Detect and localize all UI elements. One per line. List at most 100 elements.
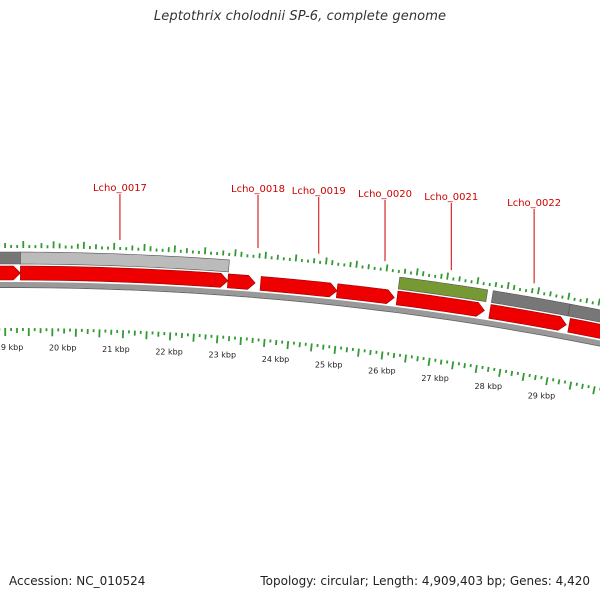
gene-label: Lcho_0018 <box>231 184 285 195</box>
gc-tick <box>521 372 525 382</box>
gc-tick <box>540 375 543 380</box>
cds-arrow <box>335 283 395 304</box>
kbp-tick-label: 22 kbp <box>155 347 183 356</box>
gc-tick <box>486 366 490 373</box>
gc-tick <box>581 383 584 390</box>
gc-tick <box>567 292 571 300</box>
gc-tick <box>494 281 498 288</box>
gc-tick <box>516 371 520 376</box>
gc-tick <box>563 380 567 384</box>
accession-label: Accession: NC_010524 <box>9 574 146 588</box>
cds-arrow <box>567 318 600 339</box>
gc-tick <box>385 264 389 272</box>
gc-tick <box>439 359 443 365</box>
gc-tick <box>416 356 419 362</box>
kbp-tick-label: 27 kbp <box>421 374 449 383</box>
kbp-tick-label: 19 kbp <box>0 343 23 352</box>
gc-tick <box>518 287 522 292</box>
kbp-tick-label: 21 kbp <box>102 345 130 354</box>
cds-arrow <box>20 265 229 288</box>
gc-tick <box>530 288 534 294</box>
gc-tick <box>239 336 242 346</box>
feature-track-cds <box>0 265 600 339</box>
gc-tick <box>349 262 352 268</box>
gc-skew-outer-track <box>4 241 600 306</box>
gc-tick <box>310 343 313 352</box>
gc-tick <box>234 249 237 257</box>
gc-tick <box>573 297 576 301</box>
cds-arrow <box>259 276 338 298</box>
gc-tick <box>463 363 466 369</box>
gc-tick <box>555 294 558 298</box>
gc-tick <box>537 287 541 295</box>
gc-tick <box>585 298 589 304</box>
gc-tick <box>498 368 502 377</box>
gc-tick <box>286 341 290 350</box>
gc-tick <box>264 251 267 259</box>
gc-tick <box>561 295 564 299</box>
gc-tick <box>215 335 219 344</box>
gc-tick <box>543 292 546 296</box>
gc-tick <box>333 345 337 354</box>
gc-tick <box>451 361 455 370</box>
gc-tick <box>549 291 552 297</box>
kbp-tick-label: 25 kbp <box>315 360 343 369</box>
genome-summary: Topology: circular; Length: 4,909,403 bp… <box>260 574 590 588</box>
gc-tick <box>294 254 298 262</box>
cds-arrow <box>395 290 485 317</box>
kbp-scale: 19 kbp 20 kbp 21 kbp 22 kbp 23 kbp 24 kbp 25 k… <box>0 343 555 400</box>
gene-label: Lcho_0021 <box>424 192 478 203</box>
gc-tick <box>587 384 590 389</box>
gc-tick <box>345 347 349 353</box>
gc-tick <box>421 271 425 277</box>
gc-tick <box>592 386 596 395</box>
gc-tick <box>579 298 582 303</box>
gene-label-layer: Lcho_0017 Lcho_0018 Lcho_0019 Lcho_0020 Lcho… <box>93 183 561 284</box>
kbp-tick-label: 20 kbp <box>49 343 77 352</box>
gc-tick <box>404 354 408 363</box>
cds-arrow <box>0 265 21 281</box>
gc-tick <box>512 284 516 291</box>
gc-tick <box>322 344 325 350</box>
gray-feature <box>0 251 21 265</box>
genome-title: Leptothrix cholodnii SP-6, complete geno… <box>153 9 447 24</box>
kbp-tick-label: 26 kbp <box>368 367 396 376</box>
gene-label: Lcho_0022 <box>507 198 561 209</box>
gc-tick <box>355 260 358 268</box>
feature-track-gray <box>0 251 600 323</box>
kbp-tick-label: 29 kbp <box>528 391 556 400</box>
gray-feature <box>20 251 230 273</box>
kbp-tick-label: 24 kbp <box>262 355 290 364</box>
gc-tick <box>506 281 510 290</box>
gc-tick <box>568 381 573 390</box>
gc-tick <box>325 257 328 265</box>
gc-tick <box>575 382 578 386</box>
gc-tick <box>357 348 360 357</box>
gc-tick <box>524 288 528 293</box>
kbp-tick-label: 23 kbp <box>209 351 237 360</box>
gc-tick <box>380 351 384 360</box>
gc-tick <box>369 349 372 356</box>
gray-feature <box>567 303 600 323</box>
gene-label: Lcho_0020 <box>358 189 412 200</box>
gc-skew-inner-track <box>0 327 600 395</box>
cds-arrow <box>227 273 256 290</box>
gene-label: Lcho_0017 <box>93 183 147 194</box>
gc-tick <box>528 373 531 378</box>
gc-tick <box>510 370 514 376</box>
gc-tick <box>534 374 537 381</box>
gc-tick <box>263 338 266 348</box>
gc-tick <box>557 379 561 385</box>
gc-tick <box>545 377 549 386</box>
gc-tick <box>440 273 443 279</box>
gc-tick <box>458 276 461 282</box>
gc-tick <box>367 264 370 270</box>
gc-tick <box>504 369 508 374</box>
kbp-tick-label: 28 kbp <box>475 382 503 391</box>
gc-tick <box>446 272 449 280</box>
cds-arrow <box>488 304 567 331</box>
gc-tick <box>476 277 480 285</box>
gc-tick <box>427 357 431 366</box>
gene-label: Lcho_0019 <box>292 186 346 197</box>
